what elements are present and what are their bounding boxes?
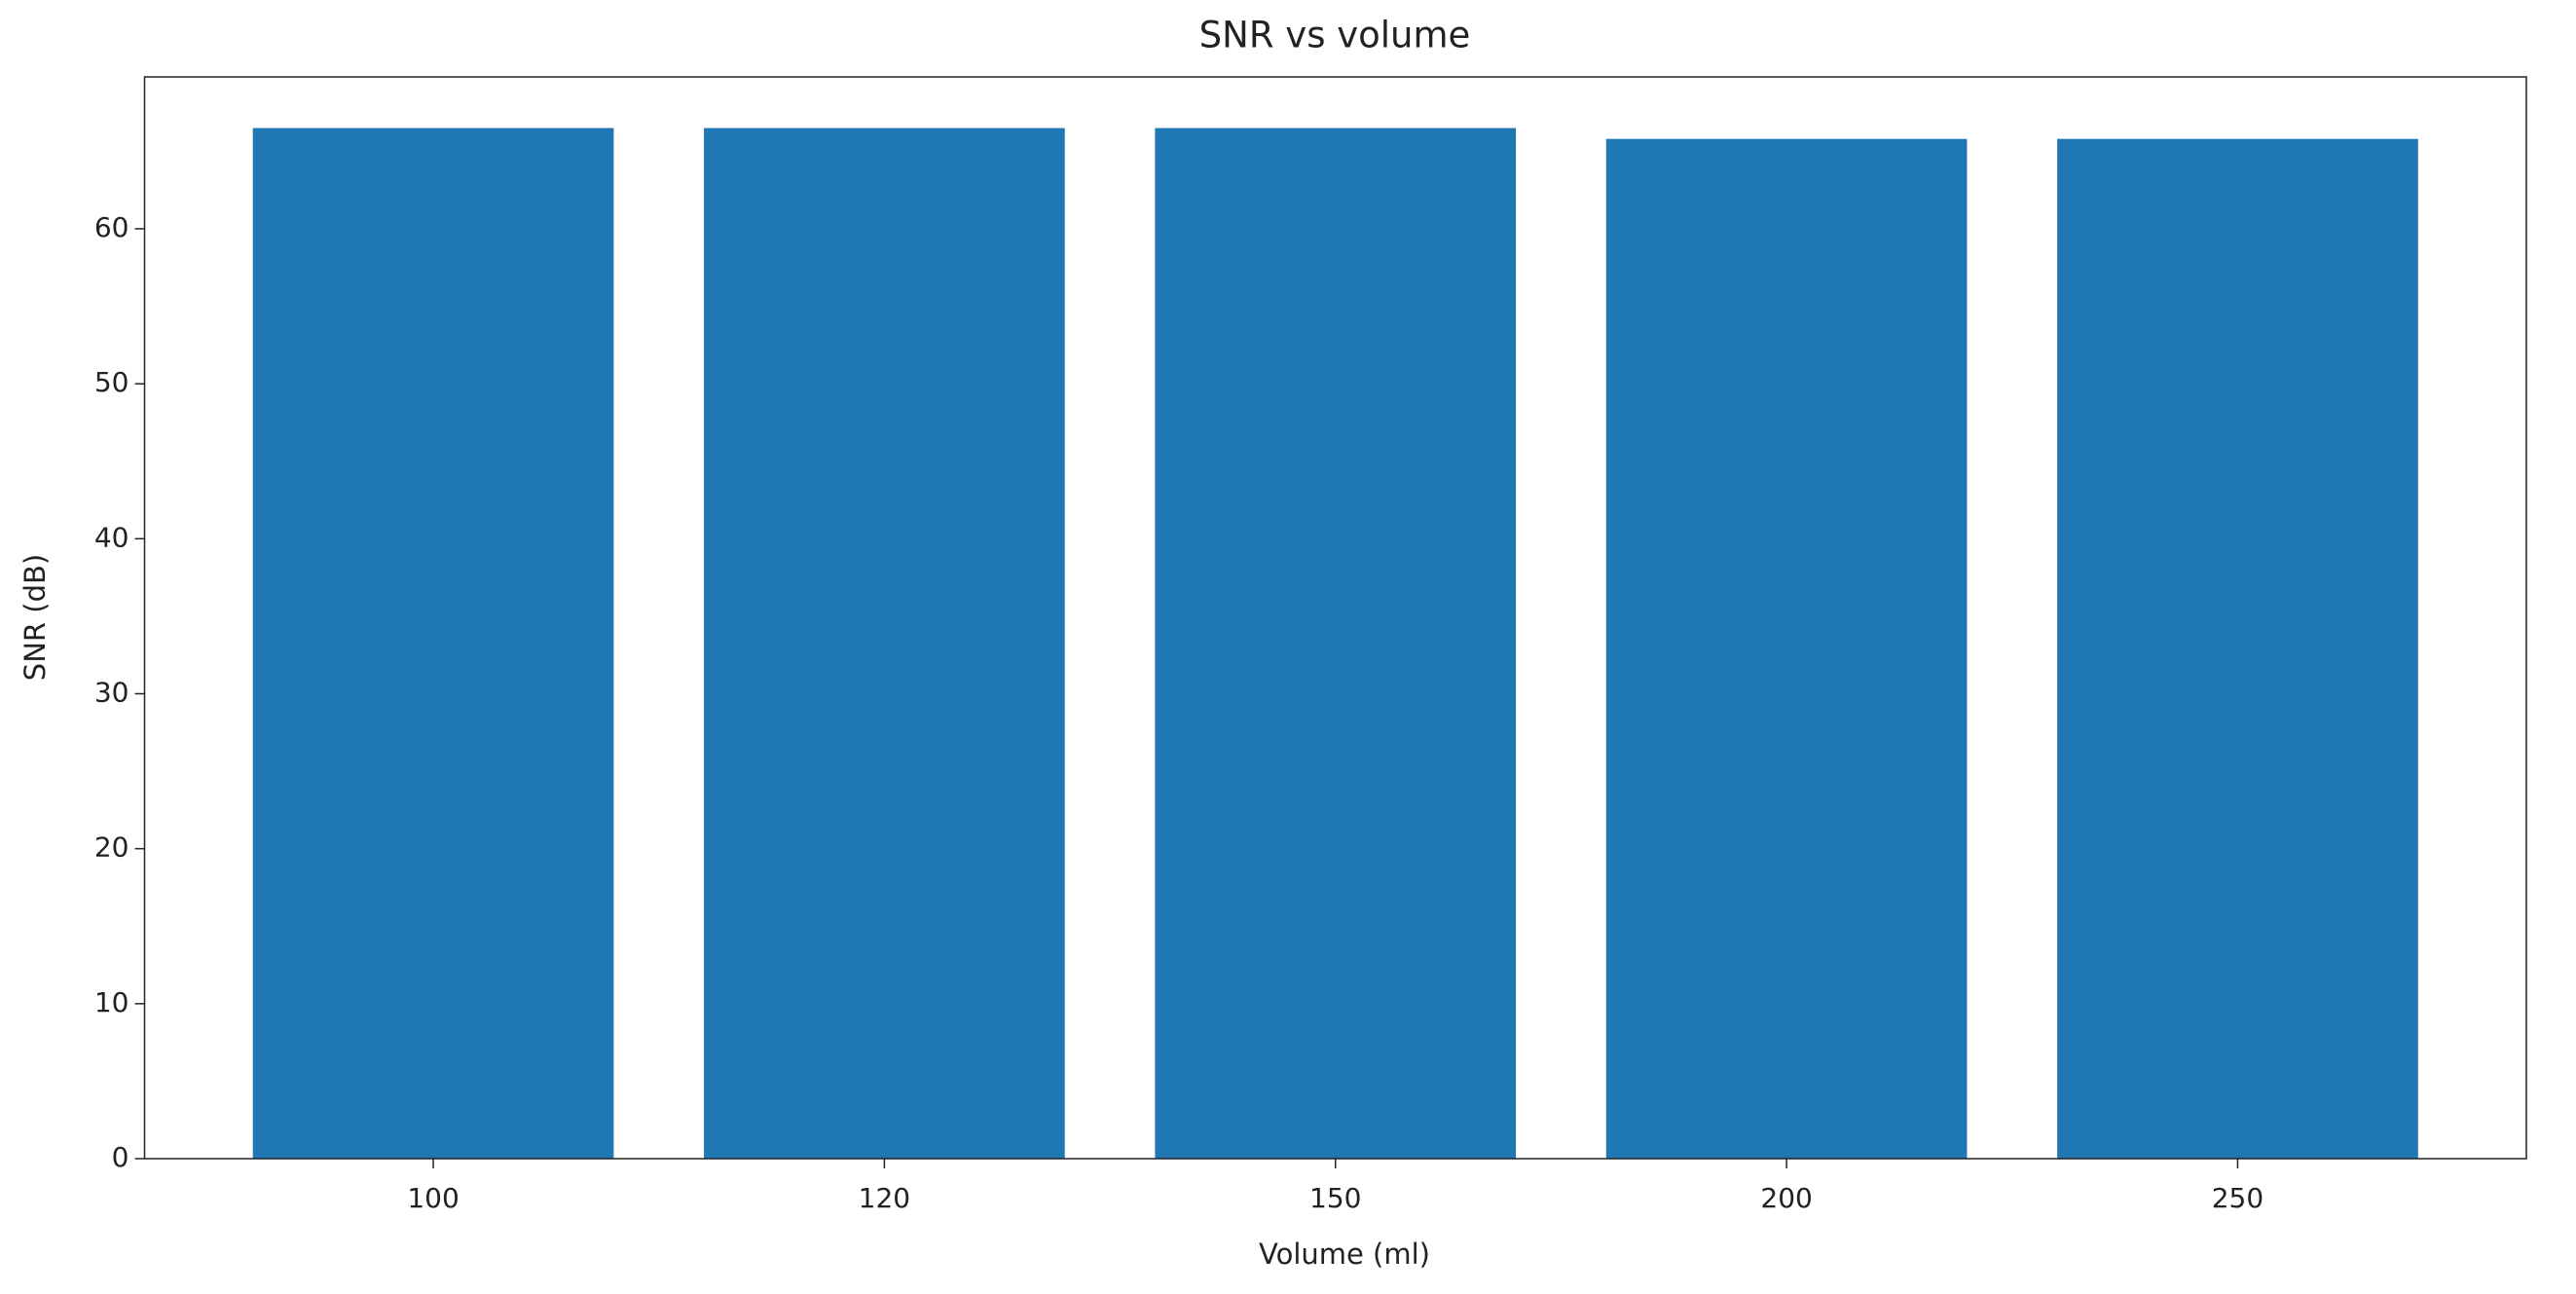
x-tick-label: 250 [2212,1182,2263,1214]
y-tick-label: 20 [94,832,129,864]
x-tick-label: 120 [859,1182,910,1214]
bar [704,128,1065,1160]
bar [2057,138,2418,1160]
y-tick-label: 10 [94,986,129,1018]
chart-title: SNR vs volume [1199,15,1471,56]
x-axis-label: Volume (ml) [1259,1238,1430,1271]
bar [1155,128,1517,1160]
y-axis-label: SNR (dB) [18,554,52,681]
plot-frame [143,76,2527,1160]
bar [1605,138,1968,1160]
x-tick-label: 200 [1760,1182,1812,1214]
y-tick-label: 60 [94,211,129,243]
y-tick-label: 50 [94,366,129,398]
y-tick-label: 30 [94,676,129,708]
x-tick-label: 100 [407,1182,459,1214]
y-tick-label: 40 [94,521,129,553]
y-tick-label: 0 [112,1141,129,1173]
bar [252,128,614,1160]
x-tick-label: 150 [1309,1182,1361,1214]
